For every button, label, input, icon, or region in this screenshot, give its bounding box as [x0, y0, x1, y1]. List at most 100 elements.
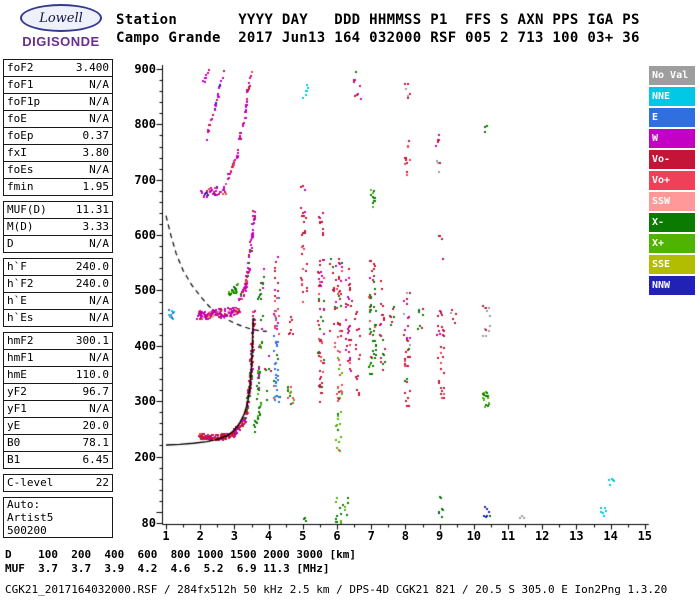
- param-value: 1.95: [82, 180, 110, 193]
- param-row: yF1 N/A: [4, 401, 112, 418]
- param-label: h`F: [7, 260, 27, 273]
- y-tick-label: 200: [134, 449, 156, 464]
- param-row: h`F 240.0: [4, 259, 112, 276]
- param-value: N/A: [89, 402, 109, 415]
- station-header: Station YYYY DAY DDD HHMMSS P1 FFS S AXN…: [116, 11, 640, 47]
- param-value: 0.37: [82, 129, 110, 142]
- param-label: M(D): [7, 220, 34, 233]
- logo-oval: Lowell: [20, 4, 102, 32]
- param-value: N/A: [89, 95, 109, 108]
- param-label: foE: [7, 112, 27, 125]
- param-label: yE: [7, 419, 21, 432]
- param-row: MUF(D) 11.31: [4, 202, 112, 219]
- param-row: M(D) 3.33: [4, 219, 112, 236]
- param-row: h`F2 240.0: [4, 276, 112, 293]
- param-value: N/A: [89, 311, 109, 324]
- x-tick-label: 5: [299, 529, 307, 543]
- param-row: yE 20.0: [4, 418, 112, 435]
- param-row: yF2 96.7: [4, 384, 112, 401]
- x-tick-label: 14: [603, 529, 618, 543]
- param-row: h`Es N/A: [4, 310, 112, 326]
- param-label: C-level: [7, 476, 54, 489]
- param-label: h`E: [7, 294, 27, 307]
- logo-lowell-text: Lowell: [39, 10, 83, 26]
- parameter-group: C-level 22: [3, 474, 113, 492]
- x-tick-label: 2: [196, 529, 204, 543]
- param-value: N/A: [89, 78, 109, 91]
- param-label: D: [7, 237, 14, 250]
- param-label: h`F2: [7, 277, 34, 290]
- x-tick-label: 3: [230, 529, 238, 543]
- parameter-group: Auto: Artist5 500200: [3, 497, 113, 538]
- legend-item-no-val: No Val: [649, 66, 695, 85]
- parameter-group: MUF(D) 11.31 M(D) 3.33 D N/A: [3, 201, 113, 253]
- x-tick-label: 4: [264, 529, 273, 543]
- legend-item-nne: NNE: [649, 87, 695, 106]
- param-row: foE N/A: [4, 111, 112, 128]
- x-tick-label: 1: [162, 529, 170, 543]
- legend-item-x-: X-: [649, 213, 695, 232]
- param-row: foF2 3.400: [4, 60, 112, 77]
- param-label: hmF2: [7, 334, 34, 347]
- legend-item-vo+: Vo+: [649, 171, 695, 190]
- param-row: hmF1 N/A: [4, 350, 112, 367]
- x-tick-label: 13: [569, 529, 584, 543]
- lowell-digisonde-logo: Lowell DIGISONDE: [10, 4, 112, 49]
- param-value: 240.0: [75, 260, 109, 273]
- param-value: N/A: [89, 163, 109, 176]
- legend-item-e: E: [649, 108, 695, 127]
- x-tick-label: 8: [401, 529, 409, 543]
- param-value: N/A: [89, 112, 109, 125]
- param-label: fxI: [7, 146, 27, 159]
- echo-direction-legend: No Val NNE E W Vo- Vo+ SSW X- X+ SSE NNW: [649, 66, 695, 297]
- y-tick-label: 600: [134, 228, 156, 243]
- param-row: foF1 N/A: [4, 77, 112, 94]
- param-label: yF1: [7, 402, 27, 415]
- x-tick-label: 6: [333, 529, 341, 543]
- param-value: 300.1: [75, 334, 109, 347]
- y-tick-label: 300: [134, 394, 156, 409]
- param-value: 22: [95, 476, 109, 489]
- logo-digisonde-text: DIGISONDE: [22, 34, 100, 49]
- param-value: 20.0: [82, 419, 110, 432]
- param-value: 78.1: [82, 436, 110, 449]
- param-label: fmin: [7, 180, 34, 193]
- param-label: Auto:: [7, 498, 41, 511]
- y-tick-label: 500: [134, 283, 156, 298]
- y-tick-label: 800: [134, 117, 156, 132]
- param-row: foEp 0.37: [4, 128, 112, 145]
- param-label: 500200: [7, 524, 47, 537]
- param-row: C-level 22: [4, 475, 112, 491]
- y-tick-label: 900: [134, 62, 156, 76]
- param-value: N/A: [89, 294, 109, 307]
- param-row: B1 6.45: [4, 452, 112, 468]
- param-value: 110.0: [75, 368, 109, 381]
- param-label: h`Es: [7, 311, 34, 324]
- d-muf-table: D 100 200 400 600 800 1000 1500 2000 300…: [5, 548, 356, 575]
- parameter-group: hmF2 300.1 hmF1 N/A hmE 110.0 yF2 96.7 yF1 N/A yE 2…: [3, 332, 113, 469]
- param-row: foEs N/A: [4, 162, 112, 179]
- param-row: hmF2 300.1: [4, 333, 112, 350]
- param-value: N/A: [89, 237, 109, 250]
- param-row: B0 78.1: [4, 435, 112, 452]
- param-row: fxI 3.80: [4, 145, 112, 162]
- param-row: 500200: [4, 524, 112, 537]
- param-label: foF1: [7, 78, 34, 91]
- param-label: foF2: [7, 61, 34, 74]
- legend-item-w: W: [649, 129, 695, 148]
- param-label: foEs: [7, 163, 34, 176]
- param-value: 240.0: [75, 277, 109, 290]
- legend-item-ssw: SSW: [649, 192, 695, 211]
- legend-item-sse: SSE: [649, 255, 695, 274]
- param-value: 3.80: [82, 146, 110, 159]
- x-tick-label: 9: [435, 529, 444, 543]
- param-row: fmin 1.95: [4, 179, 112, 195]
- param-label: MUF(D): [7, 203, 47, 216]
- param-label: hmF1: [7, 351, 34, 364]
- y-tick-label: 80: [141, 516, 156, 530]
- param-value: 11.31: [75, 203, 109, 216]
- param-label: foEp: [7, 129, 34, 142]
- x-tick-label: 10: [466, 529, 482, 543]
- legend-item-vo-: Vo-: [649, 150, 695, 169]
